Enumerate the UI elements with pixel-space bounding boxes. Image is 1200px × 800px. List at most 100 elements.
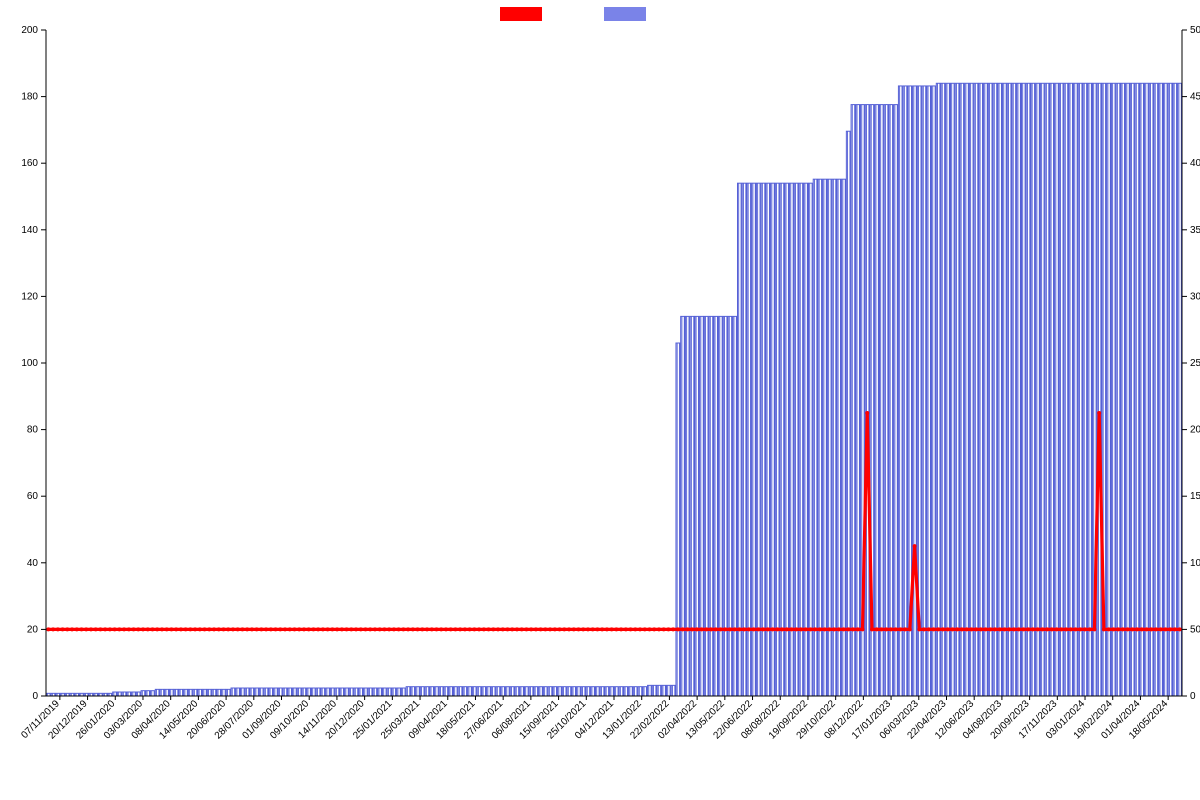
line-marker (401, 627, 405, 631)
line-marker (742, 627, 746, 631)
line-marker (685, 627, 689, 631)
line-marker (1012, 627, 1016, 631)
line-marker (567, 627, 571, 631)
line-marker (676, 627, 680, 631)
line-marker (932, 627, 936, 631)
y-right-tick-label: 200 (1190, 425, 1200, 436)
line-marker (416, 627, 420, 631)
line-marker (818, 627, 822, 631)
line-marker (179, 627, 183, 631)
line-marker (425, 627, 429, 631)
legend-swatch (604, 7, 646, 21)
y-right-tick-label: 50 (1190, 624, 1200, 635)
line-marker (132, 627, 136, 631)
y-right-tick-label: 0 (1190, 691, 1196, 702)
line-marker (1017, 627, 1021, 631)
y-left-tick-label: 180 (21, 92, 38, 103)
line-marker (259, 627, 263, 631)
line-marker (496, 627, 500, 631)
line-marker (1083, 627, 1087, 631)
line-marker (1059, 627, 1063, 631)
line-marker (89, 627, 93, 631)
line-marker (846, 627, 850, 631)
line-marker (884, 627, 888, 631)
line-marker (1168, 627, 1172, 631)
line-marker (56, 627, 60, 631)
line-marker (1111, 627, 1115, 631)
line-marker (898, 627, 902, 631)
line-marker (354, 627, 358, 631)
line-marker (151, 627, 155, 631)
line-marker (737, 627, 741, 631)
line-marker (1145, 627, 1149, 631)
line-marker (894, 627, 898, 631)
line-marker (472, 627, 476, 631)
line-marker (1140, 627, 1144, 631)
line-marker (1021, 627, 1025, 631)
line-marker (203, 627, 207, 631)
line-marker (785, 627, 789, 631)
line-marker (378, 627, 382, 631)
line-marker (1026, 627, 1030, 631)
line-marker (1173, 627, 1177, 631)
y-right-tick-label: 300 (1190, 291, 1200, 302)
line-marker (548, 627, 552, 631)
line-marker (236, 627, 240, 631)
line-marker (624, 627, 628, 631)
line-marker (988, 627, 992, 631)
line-marker (804, 627, 808, 631)
line-marker (136, 627, 140, 631)
line-marker (61, 627, 65, 631)
line-marker (1055, 627, 1059, 631)
line-marker (491, 627, 495, 631)
line-marker (468, 627, 472, 631)
line-marker (1135, 627, 1139, 631)
line-marker (127, 627, 131, 631)
line-marker (671, 627, 675, 631)
line-marker (1149, 627, 1153, 631)
y-left-tick-label: 200 (21, 25, 38, 36)
line-marker (184, 627, 188, 631)
line-marker (283, 627, 287, 631)
line-marker (794, 627, 798, 631)
line-marker (733, 627, 737, 631)
line-marker (917, 627, 921, 631)
line-marker (941, 627, 945, 631)
line-marker (984, 627, 988, 631)
line-marker (955, 627, 959, 631)
line-marker (435, 627, 439, 631)
line-marker (113, 627, 117, 631)
line-marker (103, 627, 107, 631)
line-marker (269, 627, 273, 631)
line-marker (1159, 627, 1163, 631)
line-marker (1045, 627, 1049, 631)
line-marker (524, 627, 528, 631)
line-marker (581, 627, 585, 631)
line-marker (543, 627, 547, 631)
line-marker (633, 627, 637, 631)
line-marker (1097, 411, 1101, 415)
line-marker (534, 627, 538, 631)
line-marker (80, 627, 84, 631)
line-marker (1003, 627, 1007, 631)
y-left-tick-label: 0 (32, 691, 38, 702)
line-marker (302, 627, 306, 631)
line-marker (813, 627, 817, 631)
line-marker (75, 627, 79, 631)
line-marker (217, 627, 221, 631)
line-marker (387, 627, 391, 631)
line-marker (373, 627, 377, 631)
line-marker (160, 627, 164, 631)
line-marker (539, 627, 543, 631)
line-marker (832, 627, 836, 631)
line-marker (756, 627, 760, 631)
line-marker (155, 627, 159, 631)
line-marker (752, 627, 756, 631)
line-marker (950, 627, 954, 631)
line-marker (946, 627, 950, 631)
line-marker (359, 627, 363, 631)
line-marker (406, 627, 410, 631)
y-left-tick-label: 160 (21, 158, 38, 169)
line-marker (453, 627, 457, 631)
line-marker (790, 627, 794, 631)
